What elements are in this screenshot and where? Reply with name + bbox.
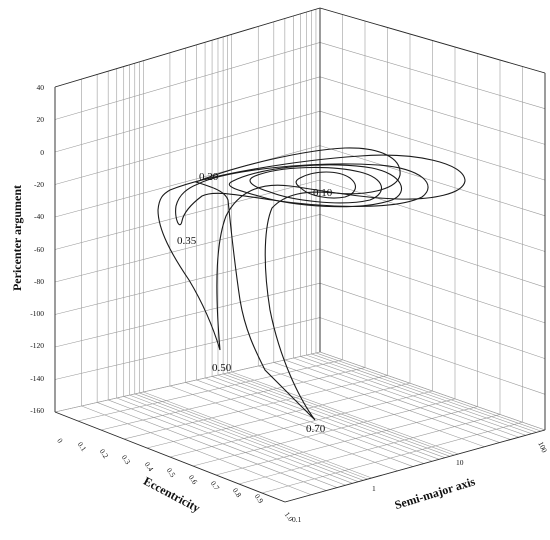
x-tick-label: 0.6 (187, 473, 200, 486)
contour-curve-0.70 (194, 147, 401, 421)
grid-line (261, 421, 523, 494)
grid-line (54, 179, 321, 250)
z-tick-label: -80 (34, 277, 44, 286)
grid-line (231, 371, 459, 455)
x-tick-label: 0.8 (231, 486, 244, 499)
x-tick-label: 0 (55, 436, 65, 444)
z-tick-label: -20 (34, 180, 44, 189)
grid-line (169, 385, 398, 472)
contour-curve-0.10 (295, 171, 356, 199)
grid-line (223, 373, 451, 457)
grid-line (108, 399, 338, 488)
contour-curves (157, 147, 466, 421)
contour-label: 0.70 (306, 423, 326, 435)
x-tick-label: 0.7 (209, 479, 222, 492)
frame-edge (54, 7, 321, 88)
grid-line (54, 145, 321, 218)
grid-line (123, 396, 353, 484)
contour-curve-0.50 (157, 154, 466, 351)
z-tick-label: 0 (40, 148, 44, 157)
y-tick-label: 1 (372, 484, 376, 493)
grid-line (134, 393, 364, 481)
grid-line (284, 359, 511, 440)
grid-line (81, 405, 312, 496)
x-tick-label: 0.2 (98, 447, 111, 460)
grid-line (227, 372, 455, 456)
grid-line (293, 357, 520, 438)
contour-label: 0.20 (199, 171, 219, 183)
x-tick-label: 0.5 (165, 466, 178, 479)
grid-line (217, 374, 446, 458)
grid-line (54, 214, 321, 283)
grid-line (192, 398, 456, 467)
z-tick-label: -160 (30, 406, 44, 415)
grid-line (204, 377, 433, 462)
grid-line (211, 376, 440, 460)
y-tick-label: 10 (456, 458, 464, 467)
grid-line (311, 353, 537, 433)
grid-line (196, 379, 424, 464)
z-axis-label: Pericenter argument (10, 185, 24, 291)
x-tick-label: 0.4 (143, 460, 156, 473)
y-tick-label: 0.1 (292, 515, 302, 524)
z-tick-label: -100 (30, 309, 44, 318)
x-tick-label: 0.3 (120, 453, 133, 466)
grid-line (319, 351, 546, 431)
contour-label: 0.10 (313, 187, 333, 199)
grid-line (185, 382, 414, 467)
grid-line (100, 367, 366, 431)
grid-line (300, 356, 526, 436)
z-tick-label: 20 (37, 115, 45, 124)
grid-line (143, 391, 372, 479)
y-tick-label: 100 (536, 440, 549, 454)
frame-edge (54, 411, 286, 503)
z-tick-label: -60 (34, 245, 44, 254)
contour-label: 0.35 (177, 235, 197, 247)
grid-line (54, 76, 321, 153)
grid-line (54, 351, 321, 413)
grid-line (139, 392, 368, 480)
frame-edge (319, 7, 546, 74)
grid-line (54, 282, 321, 348)
grid-line (54, 42, 321, 120)
contour-label: 0.50 (212, 362, 232, 374)
z-tick-label: -140 (30, 374, 44, 383)
grid-line (54, 248, 321, 315)
grid-line (169, 390, 433, 458)
grid-line (306, 354, 532, 435)
grid-line (315, 352, 542, 432)
grid-line (54, 317, 321, 380)
grid-line (238, 414, 501, 485)
frame-layer (54, 7, 546, 503)
z-tick-label: -120 (30, 341, 44, 350)
grid-line (123, 375, 388, 440)
frame-edge (284, 429, 546, 503)
text-layer: 40 20 0 -20 -40 -60 -80 -100 -120 -140 -… (10, 83, 549, 524)
y-axis-label: Semi-major axis (393, 474, 477, 512)
contour-curve-0.35 (175, 163, 429, 226)
grid-line (116, 397, 346, 486)
grid-line (54, 110, 321, 185)
grid-line (273, 362, 500, 443)
contour-curve-0.20 (228, 164, 403, 208)
grid-line (77, 359, 343, 422)
grid-line (258, 365, 485, 448)
grid-line (129, 394, 359, 482)
contour-curve-0.20-inner (249, 166, 382, 204)
grid-line (97, 402, 327, 491)
z-tick-label: -40 (34, 212, 44, 221)
x-tick-label: 0.1 (76, 440, 89, 453)
grid-line (215, 406, 478, 476)
z-tick-label: 40 (37, 83, 45, 92)
grid-line (146, 382, 411, 449)
grid-layer (54, 7, 546, 503)
